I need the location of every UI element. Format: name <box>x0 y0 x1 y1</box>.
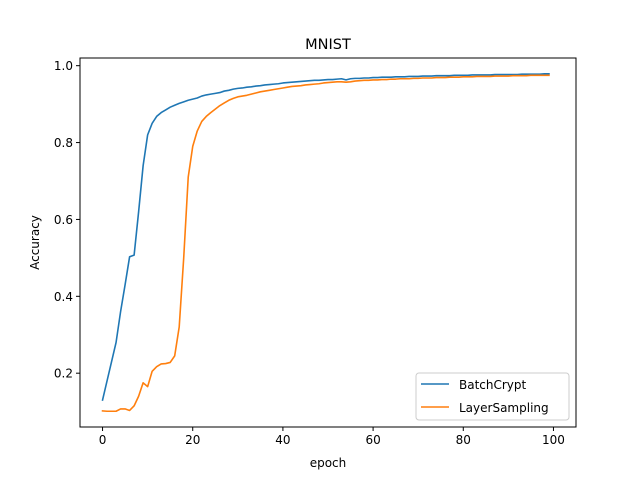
x-tick-label: 100 <box>542 433 565 447</box>
y-axis: 0.2 0.4 0.6 0.8 1.0 <box>54 59 80 381</box>
y-tick-label: 0.4 <box>54 290 73 304</box>
y-tick-label: 1.0 <box>54 59 73 73</box>
y-tick-label: 0.2 <box>54 367 73 381</box>
x-tick-label: 40 <box>275 433 290 447</box>
y-tick-label: 0.6 <box>54 213 73 227</box>
axes-frame <box>79 57 577 428</box>
y-axis-label: Accuracy <box>28 215 42 270</box>
series-line-batchcrypt <box>101 72 550 402</box>
legend: BatchCrypt LayerSampling <box>415 372 570 421</box>
series-line-layersampling <box>101 74 550 413</box>
x-axis-label: epoch <box>310 456 347 470</box>
legend-label-layersampling: LayerSampling <box>459 401 549 415</box>
plot-area <box>79 57 577 428</box>
y-tick-label: 0.8 <box>54 136 73 150</box>
x-tick-label: 20 <box>185 433 200 447</box>
x-tick-label: 80 <box>456 433 471 447</box>
chart-title: MNIST <box>305 37 351 53</box>
x-tick-label: 60 <box>365 433 380 447</box>
legend-label-batchcrypt: BatchCrypt <box>459 378 527 392</box>
x-tick-label: 0 <box>99 433 107 447</box>
x-axis: 0 20 40 60 80 100 <box>99 427 565 447</box>
legend-box <box>415 372 570 421</box>
series-lines <box>101 72 550 413</box>
